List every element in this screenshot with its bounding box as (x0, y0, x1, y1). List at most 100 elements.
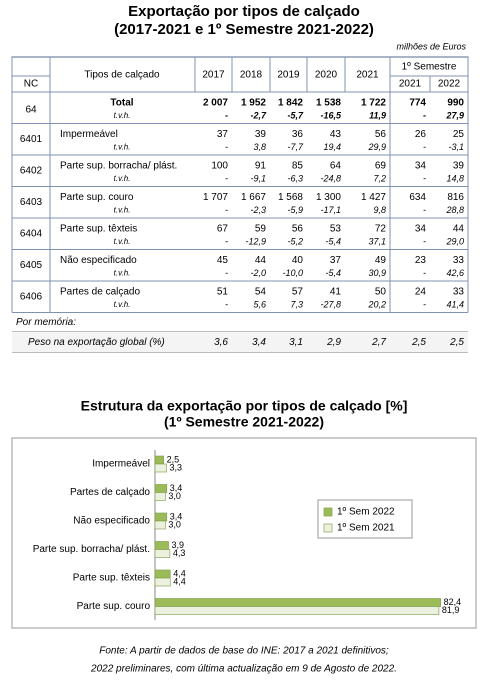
bar (154, 455, 164, 465)
nc: 64 (25, 104, 37, 115)
tvh-cell: - (423, 205, 426, 215)
tvh-cell: 29,0 (445, 236, 464, 246)
cell: 57 (292, 287, 304, 298)
tvh-cell: - (423, 173, 426, 183)
cell: 34 (415, 224, 427, 235)
tvh-cell: -7,7 (287, 142, 304, 152)
cell: 2 007 (203, 98, 228, 109)
cell: 49 (375, 255, 387, 266)
table-title: Exportação por tipos de calçado (128, 3, 360, 20)
legend-label: 1º Sem 2022 (337, 507, 395, 518)
header-cell: 2021 (399, 79, 422, 90)
tvh-cell: - (225, 110, 228, 120)
tvh-label: t.v.h. (114, 111, 131, 120)
tvh-label: t.v.h. (114, 237, 131, 246)
cell: 39 (453, 161, 465, 172)
chart-title: Estrutura da exportação por tipos de cal… (81, 398, 408, 414)
category-label: Partes de calçado (70, 487, 150, 498)
tvh-cell: -2,3 (250, 205, 266, 215)
value-label: 82,4 (444, 597, 462, 607)
tvh-cell: -24,8 (320, 173, 341, 183)
footer: Fonte: A partir de dados de base do INE:… (99, 646, 389, 657)
header-cell: 1º Semestre (402, 62, 457, 73)
tvh-cell: 14,8 (446, 173, 464, 183)
row-name: Partes de calçado (60, 287, 140, 298)
category-label: Parte sup. borracha/ plást. (33, 544, 150, 555)
cell: 25 (453, 129, 465, 140)
category-label: Não especificado (73, 516, 150, 527)
tvh-cell: - (423, 110, 426, 120)
tvh-cell: -12,9 (245, 236, 266, 246)
header-cell: 2021 (356, 70, 379, 81)
tvh-cell: 37,1 (368, 236, 386, 246)
cell: 45 (217, 255, 229, 266)
header-cell: 2019 (277, 70, 300, 81)
tvh-cell: 20,2 (367, 299, 386, 309)
tvh-cell: -5,7 (287, 110, 304, 120)
bar (154, 541, 169, 550)
tvh-label: t.v.h. (114, 300, 131, 309)
category-label: Impermeável (92, 459, 150, 470)
value-label: 4,3 (173, 548, 186, 558)
cell: 85 (292, 161, 304, 172)
memo-name: Peso na exportação global (%) (28, 337, 165, 348)
memo-cell: 3,1 (289, 337, 303, 348)
memo-cell: 2,5 (449, 337, 464, 348)
tvh-cell: -5,9 (287, 205, 303, 215)
cell: 23 (415, 255, 427, 266)
header-cell: Tipos de calçado (84, 70, 160, 81)
footer: 2022 preliminares, com última actualizaç… (90, 664, 397, 675)
cell: 1 722 (361, 98, 386, 109)
cell: 59 (255, 224, 267, 235)
nc: 6404 (20, 228, 43, 239)
tvh-cell: - (225, 236, 228, 246)
memo-label: Por memória: (16, 317, 76, 328)
cell: 634 (409, 192, 426, 203)
memo-cell: 2,5 (411, 337, 426, 348)
tvh-cell: 7,3 (290, 299, 303, 309)
header-bg (11, 56, 469, 93)
cell: 1 707 (203, 192, 228, 203)
tvh-cell: -10,0 (282, 268, 303, 278)
tvh-cell: - (423, 142, 426, 152)
cell: 67 (217, 224, 229, 235)
cell: 774 (409, 98, 426, 109)
cell: 72 (375, 224, 387, 235)
nc: 6401 (20, 134, 43, 145)
cell: 24 (415, 287, 427, 298)
cell: 41 (330, 287, 342, 298)
tvh-label: t.v.h. (114, 174, 131, 183)
tvh-cell: - (225, 173, 228, 183)
header-cell: NC (24, 79, 38, 90)
tvh-cell: 19,4 (323, 142, 341, 152)
cell: 44 (453, 224, 465, 235)
tvh-cell: -16,5 (320, 110, 342, 120)
memo-cell: 2,7 (371, 337, 386, 348)
value-label: 81,9 (442, 605, 460, 615)
tvh-cell: -17,1 (320, 205, 341, 215)
cell: 56 (292, 224, 304, 235)
bar (154, 569, 171, 579)
cell: 26 (415, 129, 427, 140)
cell: 44 (255, 255, 267, 266)
tvh-cell: - (225, 142, 228, 152)
tvh-cell: 11,9 (369, 110, 386, 120)
bar (154, 520, 166, 530)
legend-swatch (323, 523, 333, 533)
cell: 51 (217, 287, 229, 298)
tvh-cell: -5,2 (287, 236, 303, 246)
tvh-cell: - (225, 268, 228, 278)
tvh-cell: 3,8 (253, 142, 266, 152)
cell: 1 538 (316, 98, 341, 109)
tvh-cell: 7,2 (373, 173, 386, 183)
cell: 39 (255, 129, 267, 140)
bar (154, 577, 171, 587)
legend-swatch (323, 507, 333, 517)
tvh-cell: - (225, 205, 228, 215)
category-label: Parte sup. couro (77, 601, 151, 612)
tvh-cell: -9,1 (250, 173, 266, 183)
cell: 990 (447, 98, 464, 109)
cell: 50 (375, 287, 387, 298)
tvh-cell: -2,0 (250, 268, 266, 278)
